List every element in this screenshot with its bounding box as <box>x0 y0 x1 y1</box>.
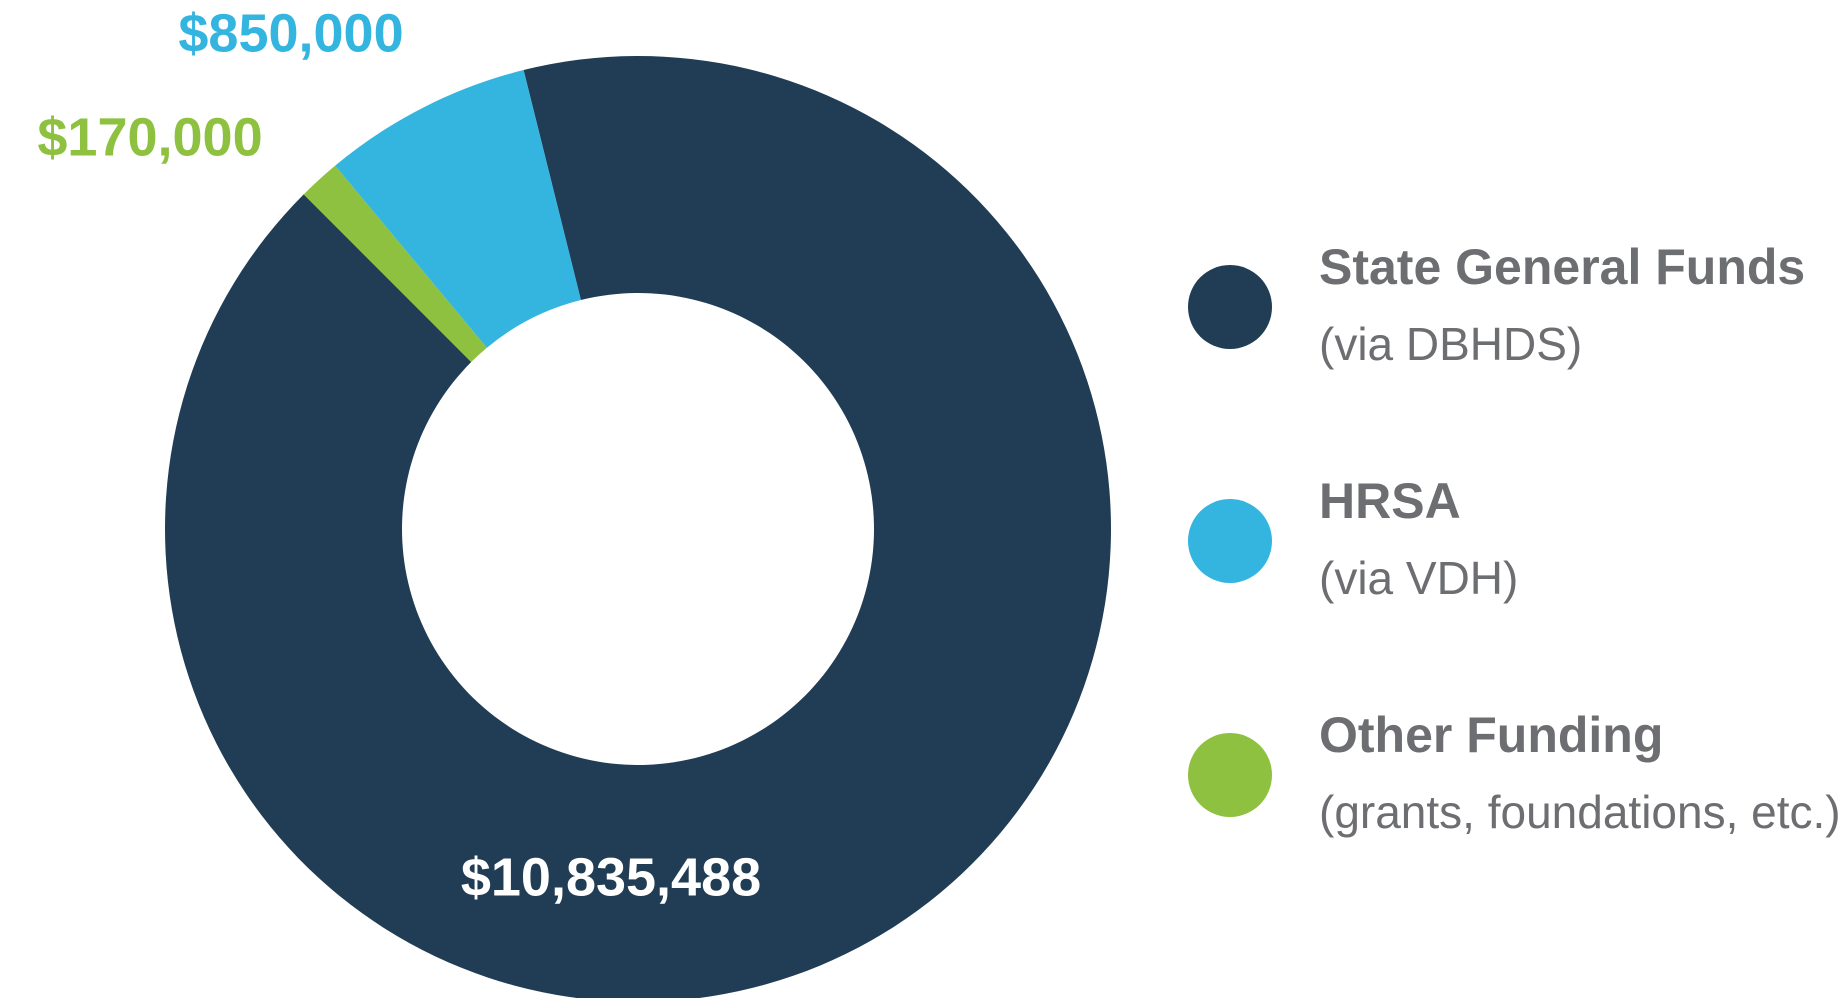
legend-swatch <box>1188 733 1272 817</box>
legend-note: (grants, foundations, etc.) <box>1319 786 1841 838</box>
legend-swatch <box>1188 265 1272 349</box>
donut-slice <box>165 56 1111 998</box>
legend-label: State General Funds <box>1319 239 1805 295</box>
legend-label: Other Funding <box>1319 707 1663 763</box>
value-label: $10,835,488 <box>461 847 761 907</box>
donut-slice <box>303 165 487 363</box>
value-label: $850,000 <box>178 3 403 63</box>
legend-note: (via DBHDS) <box>1319 318 1582 370</box>
donut-slice <box>335 70 581 348</box>
value-label: $170,000 <box>37 107 262 167</box>
legend-note: (via VDH) <box>1319 552 1518 604</box>
legend-label: HRSA <box>1319 473 1461 529</box>
legend-swatch <box>1188 499 1272 583</box>
